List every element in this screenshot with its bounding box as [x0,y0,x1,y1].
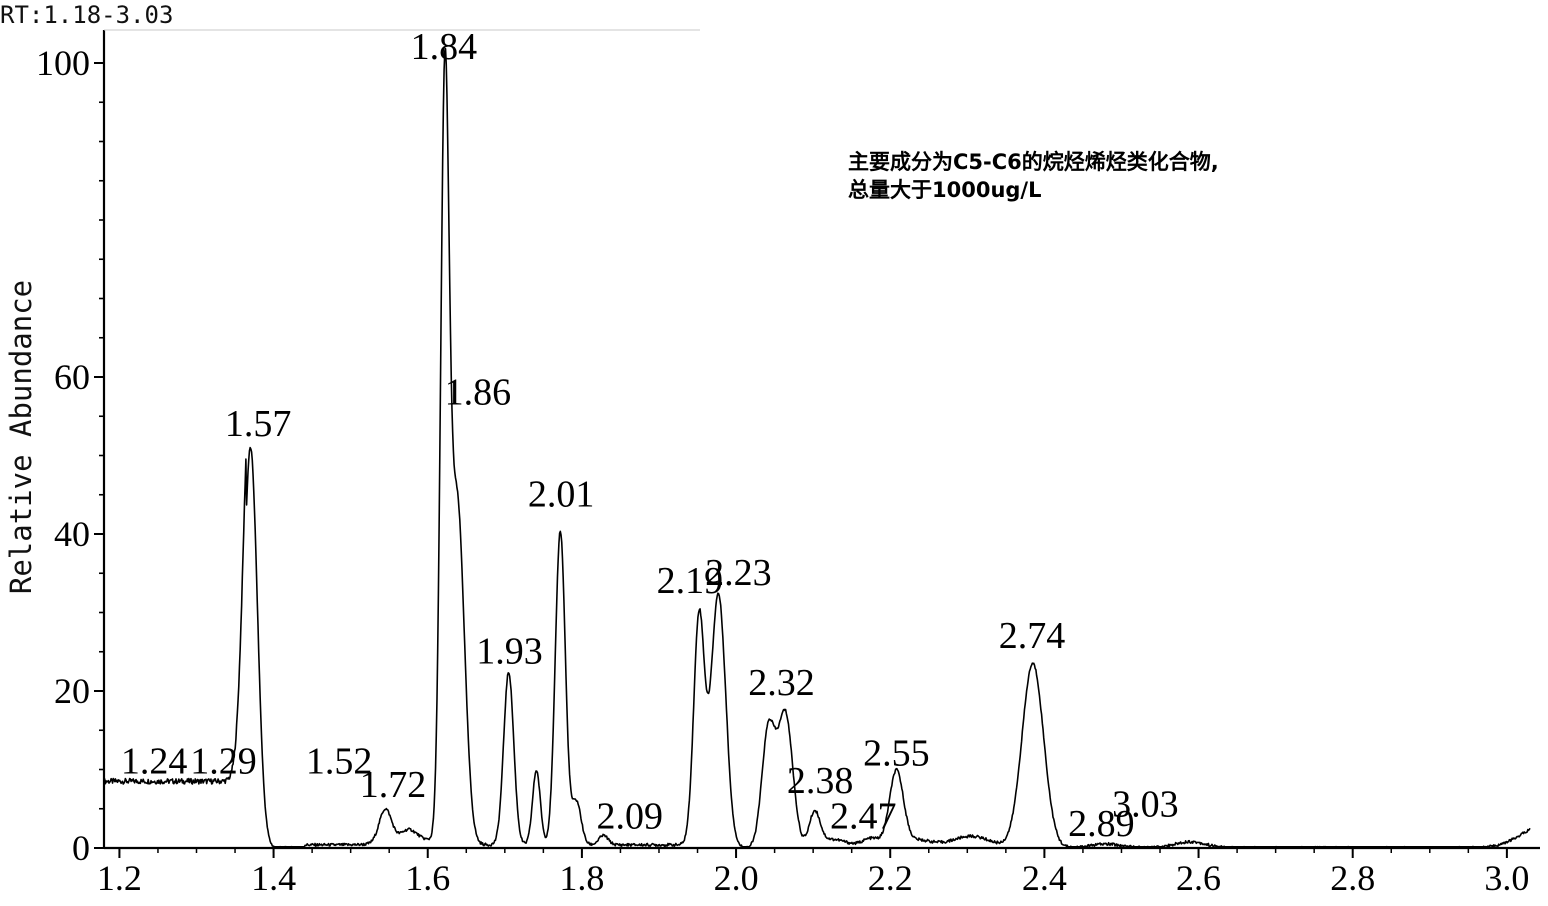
y-tick-label: 60 [54,357,90,397]
peak-label-15: 2.55 [863,733,930,775]
peak-label-7: 1.93 [476,631,543,673]
x-tick-label: 2.2 [868,858,913,898]
y-tick-label: 0 [72,828,90,868]
y-axis-label: Relative Abundance [4,280,38,594]
x-tick-label: 1.8 [559,858,604,898]
peak-label-5: 1.84 [411,26,478,68]
x-tick-label: 2.8 [1330,858,1375,898]
chart-title: RT:1.18-3.03 [0,1,173,29]
peak-label-1: 1.29 [190,740,257,782]
peak-labels-layer: 1.24 1.29 1.52 1.57 1.72 1.84 1.86 1.93 2.01 2.09… [121,26,1179,845]
x-tick-label: 2.6 [1176,858,1221,898]
annotation-line-1: 主要成分为C5-C6的烷烃烯烃类化合物, [848,150,1219,174]
y-tick-label: 20 [54,671,90,711]
peak-label-0: 1.24 [121,740,188,782]
x-tick-label: 2.4 [1022,858,1067,898]
trace-layer [103,47,1531,848]
peak-label-10: 2.19 [657,560,724,602]
peak-label-12: 2.32 [748,662,815,704]
axes-layer: 0 20 40 60 100 1.2 1.4 1.6 1.8 2.0 2.2 2.4 2.6 2.8 3.0 [36,29,1540,898]
annotation-line-2: 总量大于1000ug/L [848,178,1041,202]
x-tick-label: 2.0 [714,858,759,898]
peak-label-11: 2.23 [705,552,772,594]
annotation-box: 主要成分为C5-C6的烷烃烯烃类化合物, 总量大于1000ug/L [848,150,1219,202]
peak-label-8: 2.01 [528,474,595,516]
peak-label-16: 2.74 [999,615,1066,657]
y-tick-label: 40 [54,514,90,554]
peak-label-3: 1.57 [225,403,292,445]
chromatogram-trace [103,47,1531,848]
x-tick-label: 1.4 [251,858,296,898]
peak-label-6: 1.86 [445,371,512,413]
peak-label-17: 2.89 [1068,803,1135,845]
peak-label-14: 2.47 [830,795,897,837]
peak-label-18: 3.03 [1112,784,1179,826]
peak-label-4: 1.72 [360,764,427,806]
y-tick-label: 100 [36,43,90,83]
peak-label-9: 2.09 [596,795,663,837]
peak-label-13: 2.38 [787,760,854,802]
peak-label-2: 1.52 [306,740,373,782]
x-tick-label: 3.0 [1484,858,1529,898]
x-tick-label: 1.6 [405,858,450,898]
x-tick-label: 1.2 [97,858,142,898]
